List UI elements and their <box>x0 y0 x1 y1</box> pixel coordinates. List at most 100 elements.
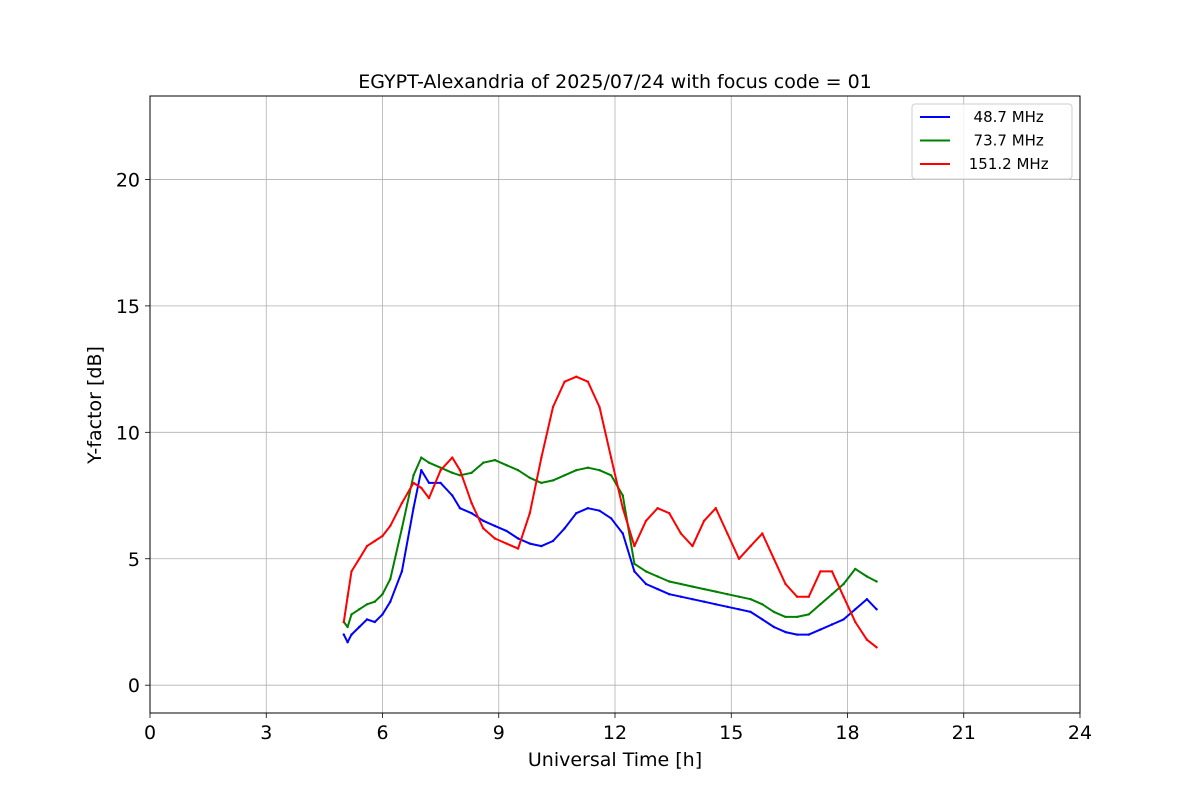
data-point-1 <box>830 593 834 596</box>
data-point-1 <box>346 625 349 629</box>
data-point-2 <box>439 469 442 472</box>
data-point-2 <box>842 595 845 598</box>
data-point-1 <box>575 469 578 472</box>
data-point-1 <box>679 582 683 586</box>
data-point-2 <box>875 646 878 649</box>
data-point-0 <box>451 494 454 497</box>
data-point-2 <box>865 638 869 641</box>
data-point-2 <box>726 532 729 535</box>
data-point-1 <box>482 461 485 464</box>
data-point-1 <box>644 570 648 573</box>
data-point-2 <box>609 456 613 459</box>
data-point-2 <box>714 507 717 510</box>
data-point-0 <box>400 570 404 573</box>
data-point-2 <box>644 519 648 522</box>
data-point-1 <box>528 476 531 479</box>
data-point-1 <box>493 458 497 462</box>
data-point-2 <box>656 507 659 510</box>
data-point-0 <box>575 512 578 515</box>
data-point-2 <box>784 582 787 586</box>
data-point-0 <box>346 641 349 644</box>
data-point-0 <box>598 509 601 512</box>
data-point-1 <box>516 469 520 472</box>
data-point-1 <box>726 593 729 596</box>
x-tick-label: 21 <box>952 722 976 744</box>
data-point-0 <box>691 598 694 601</box>
data-point-1 <box>365 603 369 606</box>
data-point-2 <box>420 486 423 490</box>
x-tick-label: 15 <box>719 722 743 744</box>
data-point-1 <box>350 613 353 616</box>
data-point-0 <box>644 582 648 586</box>
data-point-2 <box>400 501 404 505</box>
data-point-1 <box>784 615 787 619</box>
data-point-1 <box>621 494 624 497</box>
data-point-2 <box>819 570 822 573</box>
data-point-1 <box>691 585 694 588</box>
data-point-2 <box>346 595 349 598</box>
y-axis-label: Y-factor [dB] <box>84 346 106 465</box>
x-tick-label: 9 <box>493 722 505 744</box>
data-point-0 <box>381 613 384 616</box>
data-point-2 <box>761 532 764 535</box>
data-point-1 <box>633 562 636 565</box>
data-point-0 <box>420 469 423 472</box>
data-point-2 <box>540 456 543 459</box>
data-point-1 <box>737 595 741 598</box>
data-point-0 <box>412 507 415 510</box>
data-point-0 <box>350 633 353 636</box>
data-point-1 <box>381 593 384 596</box>
data-point-1 <box>427 461 431 464</box>
data-point-1 <box>772 610 776 614</box>
data-point-1 <box>714 590 717 593</box>
data-point-0 <box>795 633 799 636</box>
data-point-1 <box>505 464 508 467</box>
data-point-0 <box>761 618 764 621</box>
data-point-2 <box>854 620 857 624</box>
data-point-0 <box>668 593 671 596</box>
chart-title: EGYPT-Alexandria of 2025/07/24 with focu… <box>358 71 872 93</box>
legend-label: 73.7 MHz <box>964 132 1044 150</box>
data-point-1 <box>540 481 543 485</box>
data-point-0 <box>772 625 776 629</box>
data-point-0 <box>633 570 636 573</box>
data-point-2 <box>528 512 531 515</box>
data-point-1 <box>854 567 857 571</box>
data-point-0 <box>726 605 729 608</box>
data-point-2 <box>795 595 799 598</box>
x-axis-label: Universal Time [h] <box>528 749 702 771</box>
legend-box <box>911 103 1073 180</box>
data-point-2 <box>358 557 361 560</box>
data-point-1 <box>865 575 869 578</box>
data-point-1 <box>358 608 361 611</box>
legend-label: 48.7 MHz <box>964 108 1044 126</box>
data-point-1 <box>819 603 822 606</box>
data-point-2 <box>350 570 353 573</box>
data-point-0 <box>389 600 392 603</box>
data-point-1 <box>749 598 752 601</box>
data-point-0 <box>865 598 869 601</box>
data-point-0 <box>528 542 531 545</box>
data-point-1 <box>451 471 454 474</box>
data-point-0 <box>656 587 659 591</box>
data-point-0 <box>621 532 624 535</box>
data-point-2 <box>691 544 694 548</box>
data-point-0 <box>540 544 543 548</box>
data-point-0 <box>458 507 462 510</box>
data-point-0 <box>551 539 555 543</box>
data-point-2 <box>737 557 741 560</box>
data-point-2 <box>342 620 345 624</box>
data-point-2 <box>575 375 578 378</box>
legend: 48.7 MHz 73.7 MHz 151.2 MHz <box>911 103 1073 180</box>
data-point-1 <box>470 471 473 474</box>
data-point-1 <box>875 580 878 583</box>
data-point-2 <box>451 456 454 459</box>
y-tick-label: 5 <box>128 549 140 571</box>
x-tick-label: 24 <box>1068 722 1092 744</box>
data-point-0 <box>563 527 566 530</box>
x-tick-label: 0 <box>144 722 156 744</box>
data-point-2 <box>470 501 473 505</box>
data-point-1 <box>563 474 566 477</box>
data-point-0 <box>373 620 376 624</box>
